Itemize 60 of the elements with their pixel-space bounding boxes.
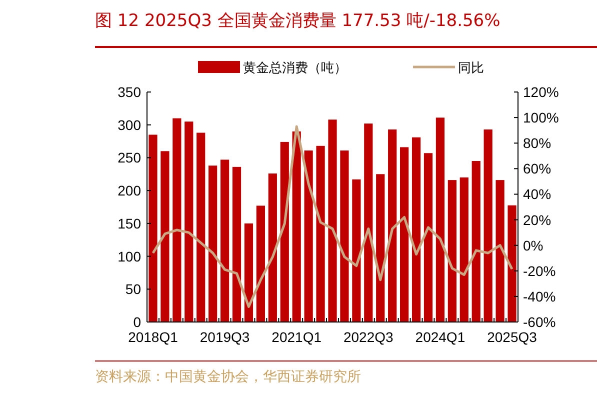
y2-tick-label: -20% (523, 262, 556, 279)
y-tick-label: 50 (125, 281, 142, 298)
bar (244, 223, 254, 322)
x-tick-label: 2024Q1 (415, 329, 466, 345)
y-tick-label: 250 (118, 150, 142, 166)
text: 资料来源：中国黄金协会，华西证券研究所 (95, 369, 361, 385)
chart-title: 图 12 2025Q3 全国黄金消费量 177.53 吨/-18.56% (95, 11, 500, 31)
bar (340, 150, 349, 322)
y-tick-label: 0 (133, 314, 142, 330)
bar (412, 137, 421, 322)
y2-tick-label: 20% (523, 212, 552, 228)
y2-tick-label: 60% (523, 160, 552, 177)
y-tick-label: 350 (118, 84, 142, 100)
bar (364, 124, 373, 322)
bar (256, 206, 265, 322)
y2-tick-label: 40% (523, 186, 552, 202)
x-tick-label: 2019Q3 (200, 329, 250, 345)
bar (160, 151, 170, 322)
bar (508, 205, 516, 322)
bar (148, 134, 158, 322)
bar (496, 180, 504, 322)
bar (376, 174, 385, 322)
y-tick-label: 300 (118, 116, 142, 133)
bar (448, 180, 456, 322)
y-tick-label: 150 (118, 215, 142, 232)
bar (472, 161, 480, 322)
bar (268, 173, 277, 322)
bar (172, 118, 182, 322)
bar (400, 147, 409, 322)
bar (316, 146, 325, 322)
y2-tick-label: -60% (523, 314, 556, 330)
line-series (152, 125, 514, 308)
bar (208, 166, 218, 322)
bar (328, 120, 337, 322)
y2-tick-label: 80% (523, 135, 552, 152)
bar (388, 129, 397, 322)
bar (220, 160, 230, 322)
bar (184, 122, 194, 322)
legend-label: 黄金总消费（吨） (243, 61, 347, 76)
y2-tick-label: 100% (523, 110, 559, 126)
y2-tick-label: -40% (523, 288, 556, 304)
bar (304, 150, 313, 322)
y-tick-label: 200 (118, 182, 142, 199)
y2-tick-label: 120% (523, 84, 559, 100)
bar (292, 131, 301, 322)
bar (232, 166, 242, 322)
x-tick-label: 2018Q1 (128, 329, 178, 345)
bar (352, 179, 361, 322)
bar (424, 153, 433, 322)
y-tick-label: 100 (118, 248, 142, 264)
bar (280, 142, 289, 322)
bar (460, 177, 468, 322)
bar (196, 132, 206, 322)
legend-label: 同比 (458, 61, 484, 76)
bar (436, 118, 445, 322)
x-tick-label: 2022Q3 (343, 329, 394, 345)
y2-tick-label: 0% (523, 237, 544, 254)
x-tick-label: 2021Q1 (272, 329, 322, 345)
x-tick-label: 2025Q3 (487, 329, 538, 345)
bar (484, 129, 492, 322)
